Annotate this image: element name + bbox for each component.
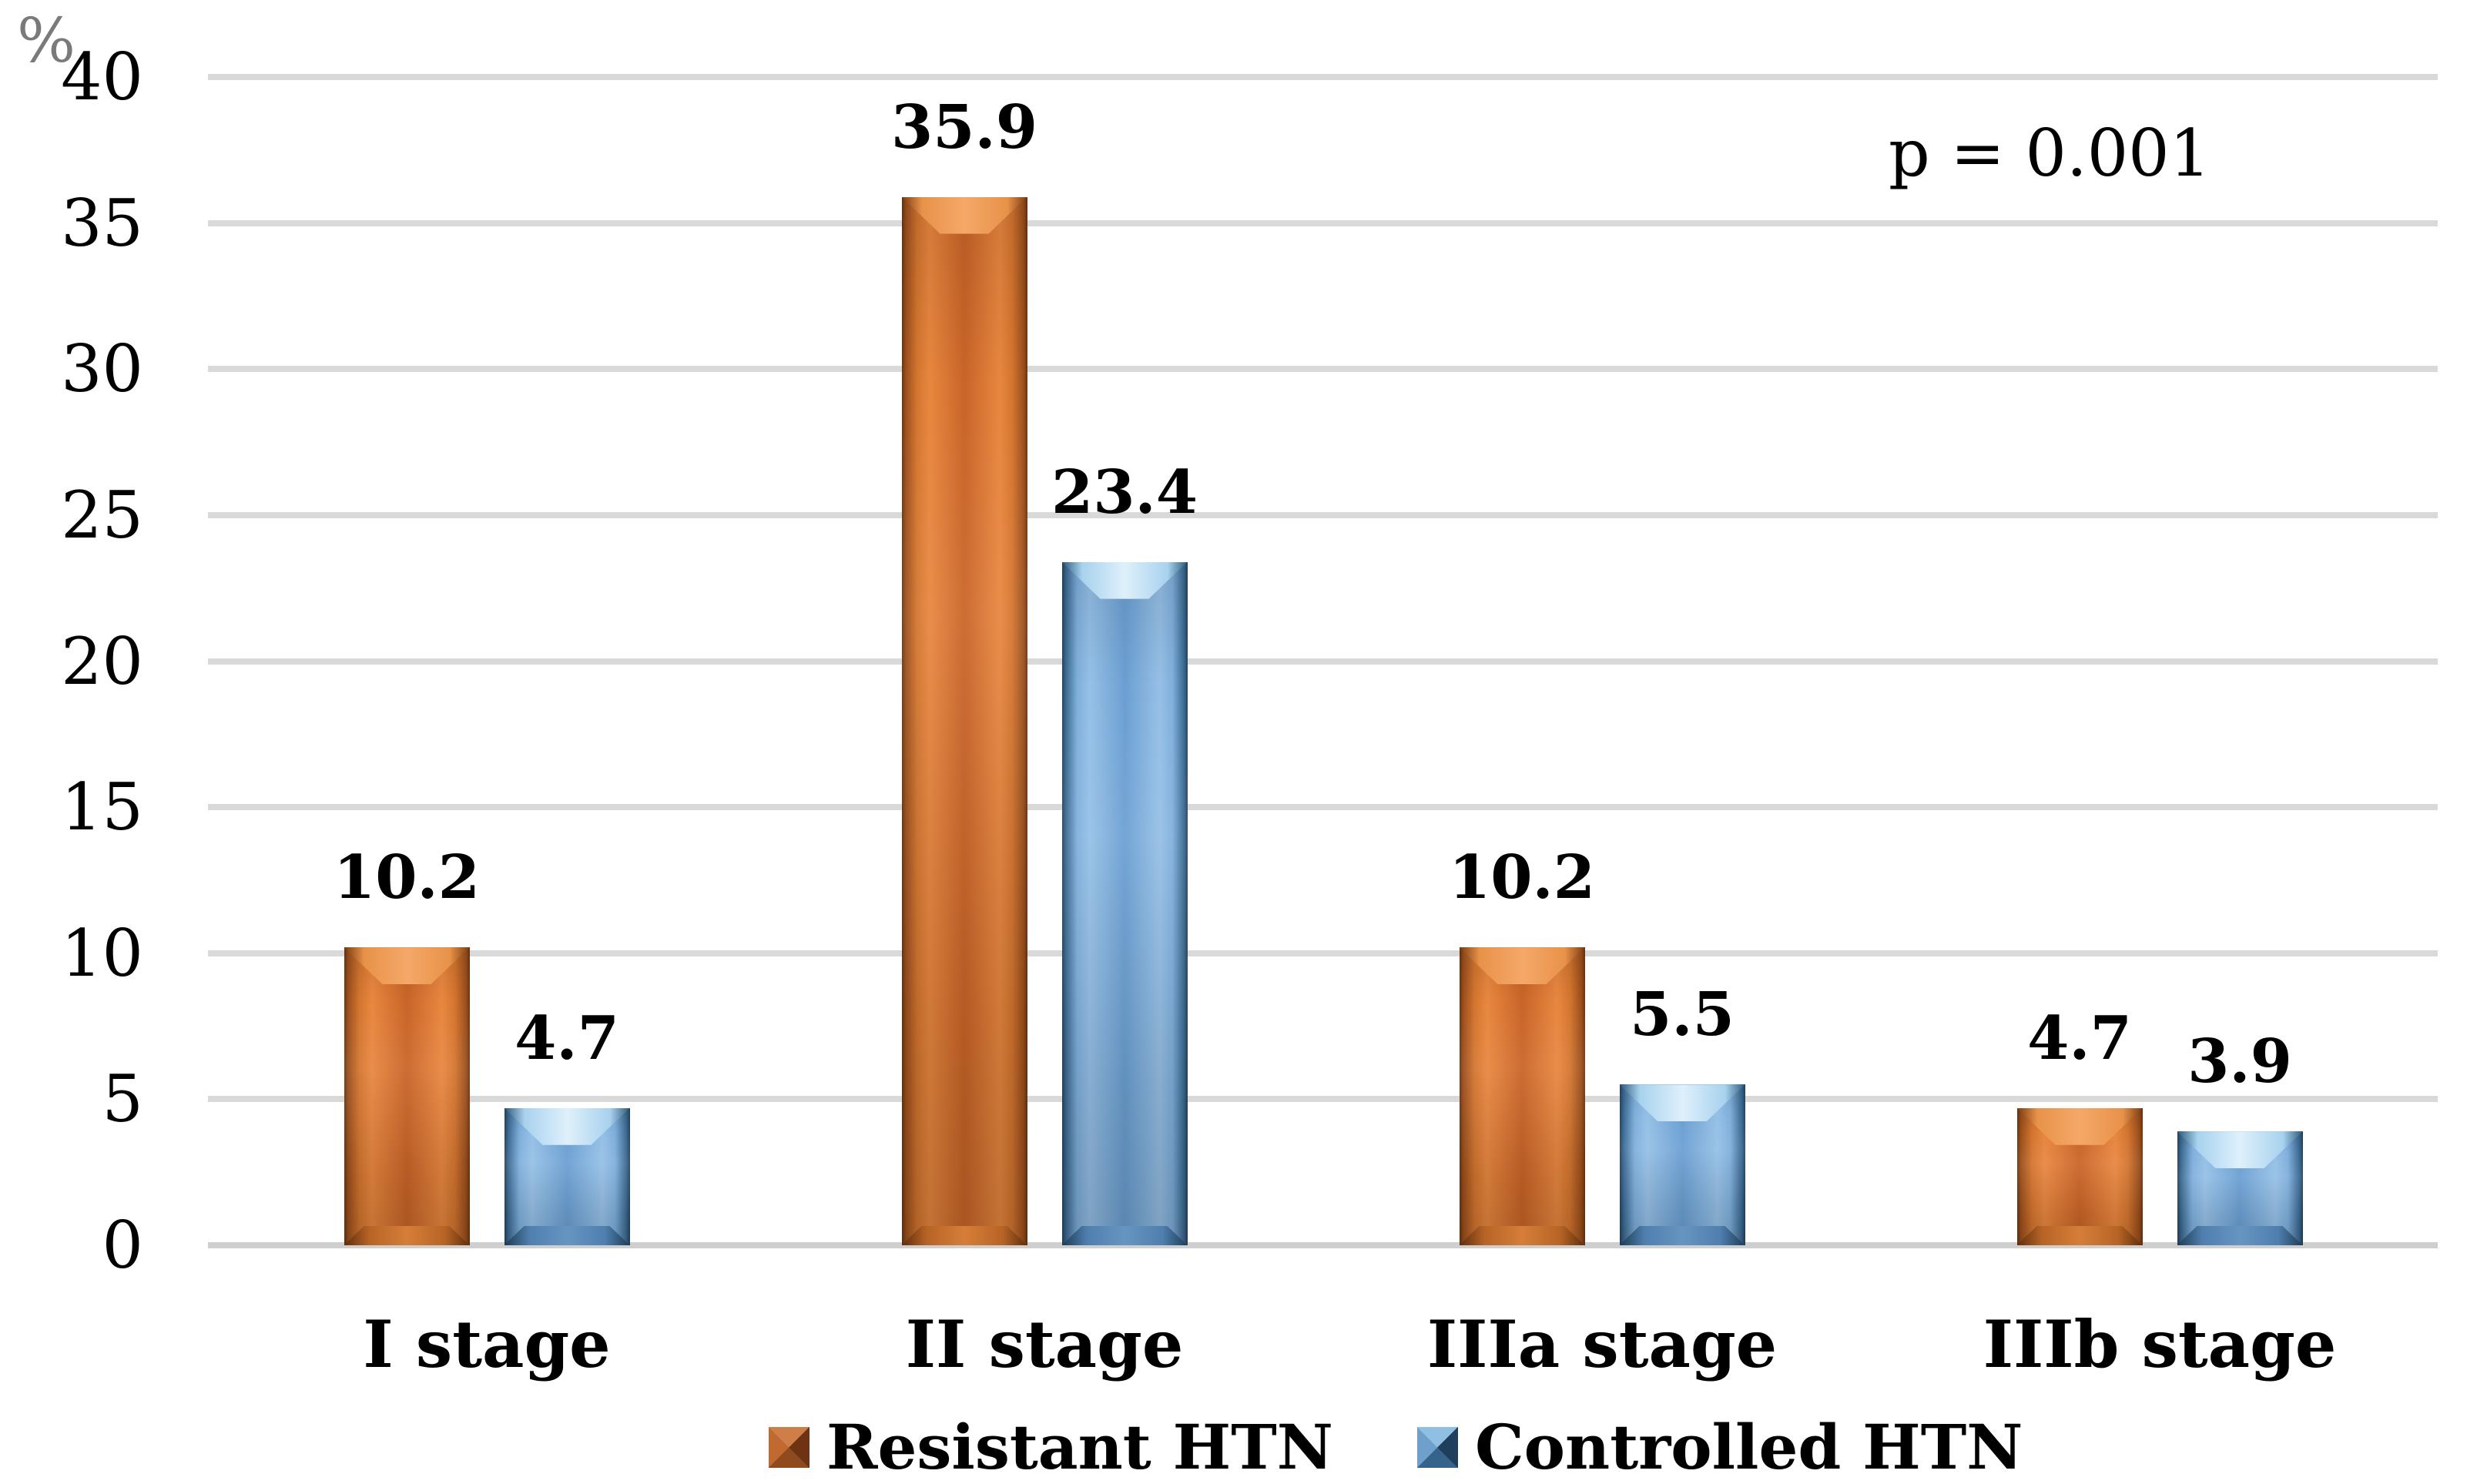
y-tick-label-5: 5: [102, 1061, 143, 1137]
data-label-controlled-htn-ii-stage: 23.4: [1051, 457, 1198, 528]
bar-resistant-htn-iiib-stage: [2016, 1107, 2143, 1245]
y-tick-label-0: 0: [102, 1208, 143, 1283]
legend-marker-icon: [769, 1426, 809, 1468]
y-tick-label-15: 15: [61, 769, 143, 846]
legend-label: Resistant HTN: [826, 1411, 1333, 1483]
gridline-15: [208, 804, 2438, 811]
legend-item-controlled-htn: Controlled HTN: [1417, 1411, 2023, 1483]
bar-shading: [1459, 947, 1585, 1245]
bar-bottom-bevel: [344, 1226, 470, 1245]
gridline-25: [208, 511, 2438, 518]
bar-resistant-htn-iiia-stage: [1459, 947, 1585, 1245]
y-tick-label-10: 10: [61, 915, 143, 991]
bar-controlled-htn-ii-stage: [1061, 561, 1188, 1245]
bar-controlled-htn-i-stage: [504, 1107, 630, 1245]
bar-shading: [344, 947, 470, 1245]
bar-controlled-htn-iiib-stage: [2177, 1131, 2303, 1245]
x-label-iiib-stage: IIIb stage: [1983, 1306, 2337, 1382]
bar-resistant-htn-ii-stage: [901, 196, 1027, 1245]
gridline-30: [208, 366, 2438, 373]
y-tick-label-20: 20: [61, 623, 143, 699]
y-tick-label-25: 25: [61, 477, 143, 553]
data-label-resistant-htn-i-stage: 10.2: [334, 842, 480, 913]
legend-label: Controlled HTN: [1475, 1411, 2023, 1483]
bar-bottom-bevel: [1460, 1226, 1585, 1245]
bar-bottom-bevel: [504, 1226, 630, 1245]
bar-bottom-bevel: [902, 1226, 1027, 1245]
y-axis-unit-label: %: [17, 5, 76, 76]
data-label-controlled-htn-i-stage: 4.7: [515, 1003, 619, 1074]
data-label-controlled-htn-iiib-stage: 3.9: [2187, 1027, 2292, 1097]
bar-bottom-bevel: [2017, 1226, 2143, 1245]
gridline-35: [208, 219, 2438, 226]
y-tick-label-40: 40: [61, 39, 143, 115]
data-label-controlled-htn-iiia-stage: 5.5: [1630, 980, 1735, 1050]
bar-bottom-bevel: [1062, 1226, 1188, 1245]
y-tick-label-30: 30: [61, 331, 143, 407]
bar-resistant-htn-i-stage: [344, 947, 470, 1245]
legend-marker-icon: [1417, 1426, 1458, 1468]
gridline-5: [208, 1096, 2438, 1103]
bar-bottom-bevel: [1620, 1226, 1745, 1245]
bar-shading: [1061, 561, 1188, 1245]
data-label-resistant-htn-iiib-stage: 4.7: [2027, 1003, 2132, 1074]
legend-item-resistant-htn: Resistant HTN: [769, 1411, 1333, 1483]
gridline-0: [208, 1242, 2438, 1248]
y-tick-label-35: 35: [61, 185, 143, 261]
gridline-10: [208, 950, 2438, 956]
data-label-resistant-htn-iiia-stage: 10.2: [1449, 842, 1595, 913]
gridline-20: [208, 658, 2438, 665]
x-label-iiia-stage: IIIa stage: [1426, 1306, 1778, 1382]
data-label-resistant-htn-ii-stage: 35.9: [891, 92, 1037, 162]
p-value-annotation: p = 0.001: [1889, 116, 2211, 191]
gridline-40: [208, 74, 2438, 80]
bar-shading: [901, 196, 1027, 1245]
x-label-i-stage: I stage: [363, 1306, 611, 1382]
bar-controlled-htn-iiia-stage: [1619, 1084, 1745, 1245]
bar-bottom-bevel: [2177, 1226, 2303, 1245]
x-label-ii-stage: II stage: [905, 1306, 1184, 1382]
